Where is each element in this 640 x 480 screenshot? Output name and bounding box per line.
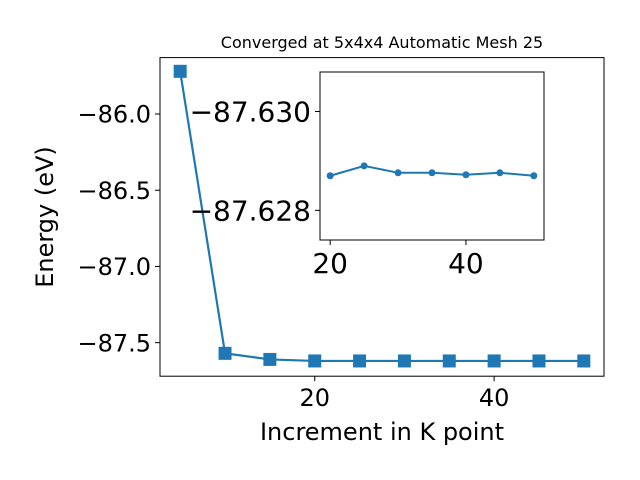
- main-data-point: [532, 354, 546, 368]
- main-series-line: [179, 71, 584, 363]
- main-data-point: [353, 354, 367, 368]
- inset-axes-background: [320, 72, 544, 240]
- main-axes: 20 40 −86.0 −86.5 −87.0 −87.5 Converged at 5x…: [31, 33, 605, 446]
- main-x-tick-label: 20: [299, 384, 330, 412]
- inset-data-point: [530, 172, 538, 180]
- main-x-tick-label: 40: [479, 384, 510, 412]
- inset-axes-frame: [319, 71, 545, 241]
- main-series: [173, 64, 591, 368]
- main-ticks: 20 40 −86.0 −86.5 −87.0 −87.5: [77, 101, 509, 413]
- main-data-point: [397, 354, 411, 368]
- inset-data-point: [394, 169, 402, 177]
- inset-data-point: [496, 169, 504, 177]
- inset-data-point: [360, 162, 368, 170]
- main-data-point: [308, 354, 322, 368]
- inset-x-tick-label: 40: [448, 247, 484, 280]
- main-y-tick-label: −86.0: [77, 101, 151, 129]
- x-axis-label: Increment in K point: [260, 418, 504, 446]
- inset-x-tick-label: 20: [312, 247, 348, 280]
- inset-data-point: [428, 169, 436, 177]
- main-axes-frame: [159, 57, 605, 377]
- main-data-point: [442, 354, 456, 368]
- main-data-point: [577, 354, 591, 368]
- main-data-point: [487, 354, 501, 368]
- main-data-point: [263, 352, 277, 366]
- main-chart-title: Converged at 5x4x4 Automatic Mesh 25: [221, 33, 543, 52]
- main-data-point: [173, 64, 187, 78]
- inset-ticks: 20 40 −87.630 −87.628: [190, 96, 484, 280]
- main-y-tick-label: −87.0: [77, 253, 151, 281]
- inset-y-tick-label: −87.630: [190, 96, 311, 129]
- inset-data-point: [462, 171, 470, 179]
- inset-data-point: [326, 172, 334, 180]
- main-data-point: [218, 346, 232, 360]
- main-y-tick-label: −87.5: [77, 329, 151, 357]
- inset-axes: 20 40 −87.630 −87.628: [190, 71, 545, 280]
- main-y-tick-label: −86.5: [77, 177, 151, 205]
- y-axis-label: Energy (eV): [31, 146, 59, 288]
- inset-y-tick-label: −87.628: [190, 194, 311, 227]
- inset-series: [326, 162, 538, 180]
